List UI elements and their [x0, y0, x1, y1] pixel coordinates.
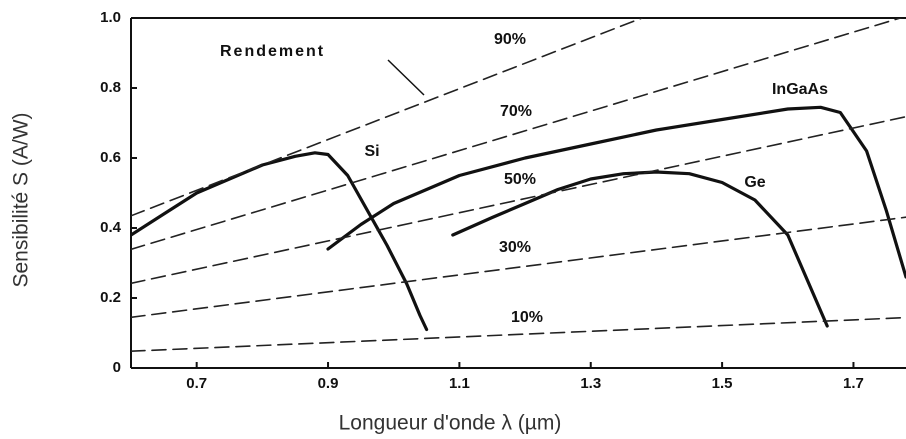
- efficiency-line: [131, 216, 906, 319]
- series-label: 30%: [499, 239, 531, 256]
- series-label: 10%: [511, 309, 543, 326]
- series-label: Ge: [744, 174, 765, 191]
- x-axis-label: Longueur d'onde λ (µm): [339, 412, 562, 435]
- efficiency-line: [131, 18, 643, 217]
- x-tick-label: 0.7: [186, 375, 207, 392]
- series-label: 90%: [494, 31, 526, 48]
- x-tick-label: 1.1: [449, 375, 470, 392]
- y-tick-label: 0.2: [100, 289, 121, 306]
- y-axis-label: Sensibilité S (A/W): [10, 112, 33, 287]
- y-tick-label: 0.8: [100, 79, 121, 96]
- x-tick-label: 1.3: [580, 375, 601, 392]
- curve: [451, 170, 829, 328]
- y-tick-label: 0: [113, 359, 121, 376]
- efficiency-line: [131, 115, 906, 285]
- efficiency-line: [131, 316, 906, 352]
- x-tick-label: 0.9: [318, 375, 339, 392]
- curve: [131, 151, 429, 332]
- series-label: 50%: [504, 171, 536, 188]
- series-label: Si: [364, 143, 379, 160]
- efficiency-line: [131, 18, 904, 251]
- series-label: 70%: [500, 103, 532, 120]
- curve: [326, 105, 906, 279]
- annotation: Rendement: [220, 43, 325, 60]
- series-label: InGaAs: [772, 81, 828, 98]
- y-tick-label: 1.0: [100, 9, 121, 26]
- annotation-arrow: [387, 59, 425, 96]
- x-tick-label: 1.7: [843, 375, 864, 392]
- y-tick-label: 0.6: [100, 149, 121, 166]
- y-tick-label: 0.4: [100, 219, 122, 236]
- x-tick-label: 1.5: [712, 375, 733, 392]
